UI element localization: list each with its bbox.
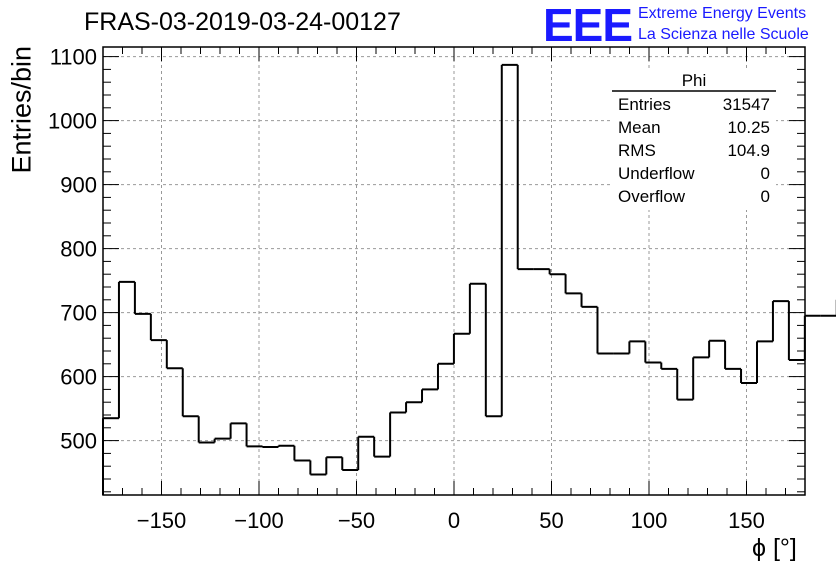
chart-title: FRAS-03-2019-03-24-00127 <box>84 8 401 36</box>
stats-row-value: 10.25 <box>727 118 770 137</box>
logo-subtitle-line1: Extreme Energy Events <box>638 5 807 22</box>
stats-row-value: 31547 <box>723 95 770 114</box>
y-tick-label: 1100 <box>50 45 97 70</box>
y-tick-label: 500 <box>60 429 97 454</box>
y-tick-label: 800 <box>60 237 97 262</box>
stats-row-label: Entries <box>618 95 671 114</box>
stats-box-background <box>612 70 776 210</box>
axes <box>102 46 806 496</box>
stats-row-value: 0 <box>761 164 770 183</box>
eee-logo: EEE <box>543 0 633 51</box>
logo-subtitle-line2: La Scienza nelle Scuole <box>638 26 809 43</box>
y-tick-label: 1000 <box>48 109 97 134</box>
x-tick-label: 100 <box>631 508 668 533</box>
x-tick-label: 150 <box>728 508 765 533</box>
histogram-series <box>102 63 836 495</box>
tick-labels: −150 −100 −50 0 50 100 150 500 600 700 800 900 1000 1… <box>48 45 765 533</box>
stats-title: Phi <box>682 71 707 90</box>
stats-row-label: Mean <box>618 118 661 137</box>
x-tick-label: −150 <box>137 508 187 533</box>
y-tick-label: 700 <box>60 301 97 326</box>
x-tick-label: −100 <box>234 508 284 533</box>
x-tick-label: 50 <box>539 508 563 533</box>
stats-row-label: RMS <box>618 141 656 160</box>
stats-row-value: 104.9 <box>727 141 770 160</box>
stats-row-value: 0 <box>761 187 770 206</box>
stats-box: Phi Entries 31547 Mean 10.25 RMS 104.9 Underflo… <box>612 70 776 210</box>
stats-row-label: Overflow <box>618 187 686 206</box>
x-tick-label: 0 <box>448 508 460 533</box>
stats-row-label: Underflow <box>618 164 695 183</box>
x-tick-label: −50 <box>338 508 375 533</box>
y-tick-label: 900 <box>60 173 97 198</box>
y-tick-label: 600 <box>60 365 97 390</box>
x-axis-label: ϕ [°] <box>752 534 797 562</box>
